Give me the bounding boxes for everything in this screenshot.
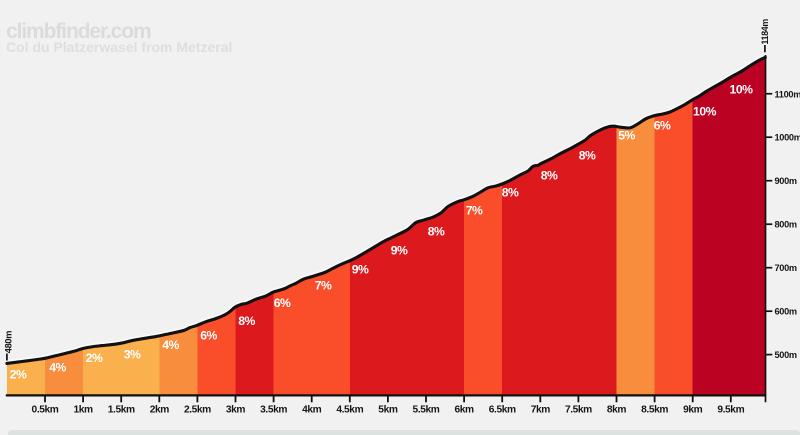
svg-text:6%: 6%: [274, 296, 291, 310]
svg-text:2%: 2%: [10, 368, 27, 382]
svg-text:2%: 2%: [86, 351, 103, 365]
svg-text:8%: 8%: [541, 169, 558, 183]
svg-text:1100m: 1100m: [775, 89, 800, 99]
svg-text:4km: 4km: [302, 404, 322, 415]
svg-text:5%: 5%: [618, 129, 635, 143]
svg-text:3.5km: 3.5km: [260, 404, 287, 415]
svg-text:7.5km: 7.5km: [565, 404, 592, 415]
svg-text:0.5km: 0.5km: [32, 404, 59, 415]
svg-text:6%: 6%: [654, 119, 671, 133]
svg-text:800m: 800m: [775, 220, 797, 230]
svg-text:1.5km: 1.5km: [108, 404, 135, 415]
svg-text:10%: 10%: [730, 83, 754, 97]
svg-text:4%: 4%: [162, 338, 179, 352]
svg-text:500m: 500m: [775, 350, 797, 360]
svg-text:8%: 8%: [502, 186, 519, 200]
svg-text:6%: 6%: [200, 329, 217, 343]
svg-text:7km: 7km: [531, 404, 551, 415]
svg-text:9%: 9%: [352, 263, 369, 277]
svg-text:3%: 3%: [124, 348, 141, 362]
svg-text:700m: 700m: [775, 263, 797, 273]
svg-text:5km: 5km: [378, 404, 398, 415]
svg-text:7%: 7%: [466, 204, 483, 218]
svg-text:4%: 4%: [49, 361, 66, 375]
svg-text:8km: 8km: [607, 404, 627, 415]
svg-text:5.5km: 5.5km: [413, 404, 440, 415]
svg-text:8%: 8%: [238, 314, 255, 328]
svg-text:2km: 2km: [150, 404, 170, 415]
svg-text:8%: 8%: [579, 149, 596, 163]
svg-text:1000m: 1000m: [775, 133, 800, 143]
svg-text:10%: 10%: [693, 105, 717, 119]
svg-text:4.5km: 4.5km: [336, 404, 363, 415]
svg-text:9km: 9km: [683, 404, 703, 415]
svg-text:7%: 7%: [315, 279, 332, 293]
svg-text:1184m: 1184m: [760, 19, 770, 45]
svg-text:8.5km: 8.5km: [641, 404, 668, 415]
svg-text:6.5km: 6.5km: [489, 404, 516, 415]
svg-text:9%: 9%: [391, 244, 408, 258]
svg-text:9.5km: 9.5km: [717, 404, 744, 415]
svg-text:600m: 600m: [775, 307, 797, 317]
svg-text:900m: 900m: [775, 176, 797, 186]
svg-text:8%: 8%: [428, 225, 445, 239]
svg-text:2.5km: 2.5km: [184, 404, 211, 415]
svg-text:3km: 3km: [226, 404, 246, 415]
svg-text:6km: 6km: [454, 404, 474, 415]
svg-text:1km: 1km: [73, 404, 93, 415]
svg-text:480m: 480m: [3, 331, 13, 353]
